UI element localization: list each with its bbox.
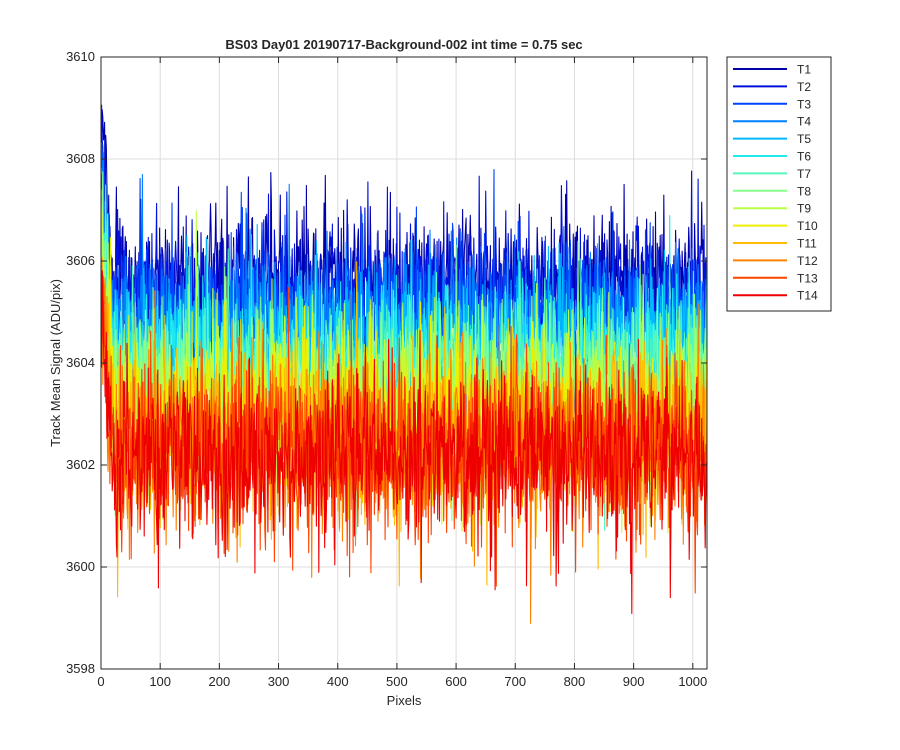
y-axis-label: Track Mean Signal (ADU/pix)	[48, 279, 63, 447]
y-tick-label: 3600	[66, 559, 95, 574]
x-tick-label: 800	[564, 674, 586, 689]
y-tick-label: 3606	[66, 253, 95, 268]
legend-label-t9: T9	[797, 202, 811, 216]
x-tick-label: 700	[504, 674, 526, 689]
legend-label-t12: T12	[797, 254, 818, 268]
x-tick-label: 200	[209, 674, 231, 689]
x-tick-label: 400	[327, 674, 349, 689]
x-tick-label: 300	[268, 674, 290, 689]
y-tick-label: 3610	[66, 49, 95, 64]
y-tick-label: 3604	[66, 355, 95, 370]
legend-label-t11: T11	[797, 237, 817, 251]
legend-label-t8: T8	[797, 184, 811, 198]
y-tick-label: 3608	[66, 151, 95, 166]
legend-label-t3: T3	[797, 97, 811, 111]
legend-label-t4: T4	[797, 115, 811, 129]
y-tick-label: 3602	[66, 457, 95, 472]
legend-label-t1: T1	[797, 63, 811, 77]
legend-label-t10: T10	[797, 219, 818, 233]
x-tick-label: 100	[149, 674, 171, 689]
legend-box	[726, 56, 832, 312]
legend-label-t13: T13	[797, 271, 818, 285]
x-tick-label: 900	[623, 674, 645, 689]
x-tick-label: 0	[97, 674, 104, 689]
x-tick-label: 500	[386, 674, 408, 689]
x-tick-label: 1000	[678, 674, 707, 689]
legend-label-t2: T2	[797, 80, 811, 94]
legend-label-t6: T6	[797, 150, 811, 164]
legend: T1 T2 T3 T4 T5 T6 T7 T8 T9 T10 T11 T12 T13 T14	[726, 56, 832, 312]
chart-title: BS03 Day01 20190717-Background-002 int t…	[225, 37, 582, 52]
series-layer	[101, 104, 708, 624]
legend-label-t7: T7	[797, 167, 811, 181]
axis-ticks: 0 100 200 300 400 500 600 700 800 900 1000 3598 3600…	[66, 49, 707, 689]
legend-label-t14: T14	[797, 289, 818, 303]
y-tick-label: 3598	[66, 661, 95, 676]
series-line-t14	[101, 270, 708, 615]
x-tick-label: 600	[445, 674, 467, 689]
x-axis-label: Pixels	[387, 693, 422, 708]
legend-label-t5: T5	[797, 132, 811, 146]
